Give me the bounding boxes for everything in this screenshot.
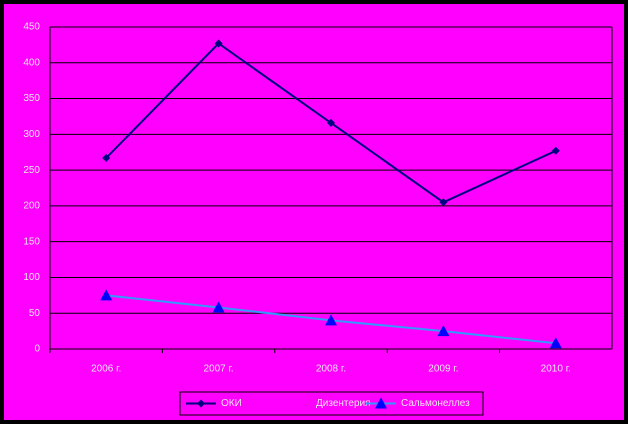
x-tick-label: 2009 г. xyxy=(428,364,458,375)
x-tick-label: 2007 г. xyxy=(203,364,233,375)
point xyxy=(102,153,111,162)
point xyxy=(551,146,560,155)
y-tick-label: 100 xyxy=(23,272,40,283)
y-tick-label: 350 xyxy=(23,93,40,104)
legend-label: ОКИ xyxy=(221,398,242,409)
point xyxy=(197,399,205,408)
y-tick-label: 200 xyxy=(23,201,40,212)
y-tick-label: 300 xyxy=(23,129,40,140)
x-tick-label: 2010 г. xyxy=(541,364,571,375)
point xyxy=(549,337,562,349)
y-tick-label: 250 xyxy=(23,165,40,176)
legend-label: Дизентерия xyxy=(316,398,371,409)
y-tick-label: 50 xyxy=(29,308,41,319)
point xyxy=(214,39,223,48)
y-tick-label: 0 xyxy=(34,344,40,355)
point xyxy=(100,289,113,301)
point xyxy=(375,397,387,409)
x-tick-label: 2008 г. xyxy=(316,364,346,375)
point xyxy=(212,301,225,313)
point xyxy=(437,325,450,337)
point xyxy=(439,198,448,207)
y-tick-label: 450 xyxy=(23,22,40,33)
legend-box xyxy=(179,391,484,416)
point xyxy=(325,314,337,326)
x-tick-label: 2006 г. xyxy=(91,364,121,375)
legend-label: Сальмонеллез xyxy=(401,398,470,409)
point xyxy=(327,118,335,127)
y-tick-label: 400 xyxy=(23,57,40,68)
background xyxy=(4,4,624,420)
y-tick-label: 150 xyxy=(23,236,40,247)
